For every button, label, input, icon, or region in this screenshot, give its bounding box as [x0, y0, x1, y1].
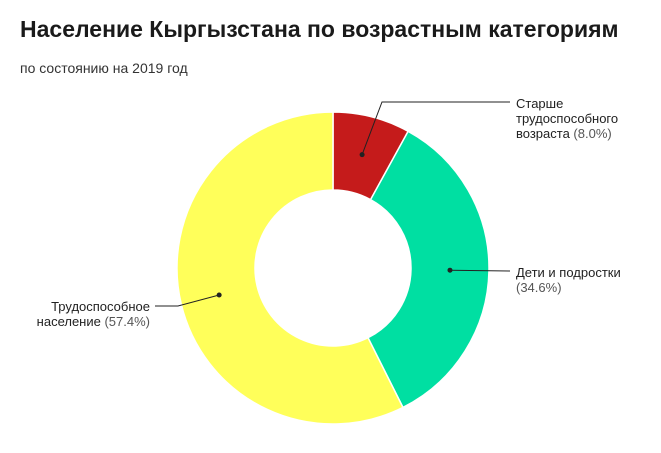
slice-label-line: население (57.4%) — [37, 314, 150, 329]
slice-label-line: Старше — [516, 96, 563, 111]
pie-slice-2[interactable] — [176, 111, 404, 425]
leader-line-2 — [155, 294, 220, 307]
slice-label-1: Дети и подростки (34.6%) — [516, 265, 621, 295]
slice-percent: (8.0%) — [570, 126, 612, 141]
slice-label-line: Дети и подростки — [516, 265, 621, 280]
leader-line-1 — [449, 269, 511, 272]
slice-label-2: Трудоспособное население (57.4%) — [37, 299, 150, 329]
slice-label-line: Трудоспособное — [51, 299, 150, 314]
slice-label-0: Старше трудоспособного возраста (8.0%) — [516, 96, 618, 141]
slice-label-line: трудоспособного — [516, 111, 618, 126]
slice-label-line: возраста (8.0%) — [516, 126, 612, 141]
chart-title: Население Кыргызстана по возрастным кате… — [20, 16, 619, 42]
slice-percent: (57.4%) — [101, 314, 150, 329]
chart-subtitle: по состоянию на 2019 год — [20, 60, 188, 76]
pie-slice-1[interactable] — [366, 130, 490, 409]
slice-percent: (34.6%) — [516, 280, 562, 295]
leader-line-0 — [361, 101, 510, 155]
